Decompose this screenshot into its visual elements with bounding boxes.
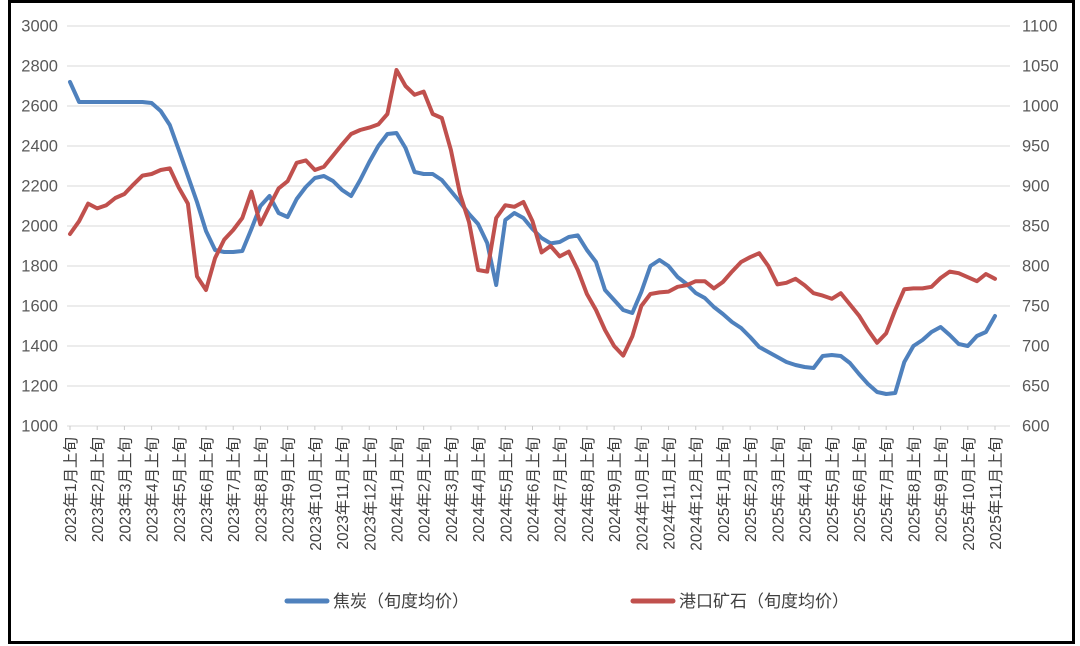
left-axis-tick-label: 1400 xyxy=(21,338,58,356)
left-axis-tick-label: 1000 xyxy=(21,418,58,436)
x-axis-tick-label: 2025年8月上旬 xyxy=(905,437,923,542)
left-axis-tick-label: 2400 xyxy=(21,138,58,156)
x-axis-tick-label: 2025年11月上旬 xyxy=(987,437,1005,550)
right-axis-tick-label: 900 xyxy=(1022,178,1050,196)
x-axis-tick-label: 2024年4月上旬 xyxy=(470,437,488,542)
coke-price-line xyxy=(68,80,997,396)
x-axis-tick-label: 2024年7月上旬 xyxy=(552,437,570,542)
legend-coke-label: 焦炭（旬度均价） xyxy=(333,592,469,611)
right-axis-tick-label: 850 xyxy=(1022,218,1050,236)
left-axis-tick-label: 2600 xyxy=(21,98,58,116)
x-axis-tick-label: 2025年3月上旬 xyxy=(769,437,787,542)
x-axis-tick-label: 2025年9月上旬 xyxy=(933,437,951,542)
x-axis-tick-label: 2024年11月上旬 xyxy=(661,437,679,550)
port-ore-price-line xyxy=(68,68,997,358)
x-axis-tick-label: 2023年1月上旬 xyxy=(62,437,80,542)
x-axis-tick-label: 2023年12月上旬 xyxy=(361,437,379,551)
left-axis-tick-label: 1600 xyxy=(21,298,58,316)
left-axis-tick-label: 2800 xyxy=(21,58,58,76)
x-axis-tick-label: 2025年5月上旬 xyxy=(824,437,842,542)
x-axis-tick-label: 2023年7月上旬 xyxy=(225,437,243,542)
right-axis-tick-label: 1100 xyxy=(1022,18,1057,36)
x-axis-tick-label: 2024年5月上旬 xyxy=(497,437,515,542)
x-axis-tick-label: 2023年10月上旬 xyxy=(307,437,325,551)
x-axis-tick-label: 2024年3月上旬 xyxy=(443,437,461,542)
x-axis-tick-label: 2025年7月上旬 xyxy=(878,437,896,542)
x-axis-tick-label: 2024年2月上旬 xyxy=(416,437,434,542)
x-axis-tick-label: 2025年10月上旬 xyxy=(960,437,978,551)
x-axis-tick-label: 2023年6月上旬 xyxy=(198,437,216,542)
x-axis-tick-label: 2024年9月上旬 xyxy=(606,437,624,542)
x-axis-tick-label: 2024年8月上旬 xyxy=(579,437,597,542)
x-axis-tick-label: 2024年10月上旬 xyxy=(633,437,651,551)
left-axis-tick-label: 1200 xyxy=(21,378,58,396)
left-axis-tick-label: 2200 xyxy=(21,178,58,196)
x-axis-tick-label: 2023年5月上旬 xyxy=(171,437,189,542)
x-axis-tick-label: 2024年1月上旬 xyxy=(388,437,406,542)
x-axis-tick-label: 2023年8月上旬 xyxy=(252,437,270,542)
right-axis-tick-label: 750 xyxy=(1022,298,1050,316)
right-axis-tick-label: 700 xyxy=(1022,338,1050,356)
x-axis-tick-label: 2023年11月上旬 xyxy=(334,437,352,550)
x-axis-tick-label: 2023年9月上旬 xyxy=(280,437,298,542)
x-axis-tick-label: 2025年2月上旬 xyxy=(742,437,760,542)
right-axis-tick-label: 800 xyxy=(1022,258,1050,276)
legend-ore-label: 港口矿石（旬度均价） xyxy=(679,592,849,611)
x-axis-tick-label: 2025年1月上旬 xyxy=(715,437,733,542)
x-axis-tick-label: 2023年3月上旬 xyxy=(116,437,134,542)
right-axis-tick-label: 1000 xyxy=(1022,98,1059,116)
x-axis-tick-label: 2024年6月上旬 xyxy=(525,437,543,542)
right-axis-tick-label: 650 xyxy=(1022,378,1050,396)
x-axis-tick-label: 2024年12月上旬 xyxy=(688,437,706,551)
x-axis-tick-label: 2023年4月上旬 xyxy=(144,437,162,542)
left-axis-tick-label: 3000 xyxy=(21,18,58,36)
left-axis-tick-label: 1800 xyxy=(21,258,58,276)
x-axis-tick-label: 2025年4月上旬 xyxy=(797,437,815,542)
left-axis-tick-label: 2000 xyxy=(21,218,58,236)
chart-border xyxy=(8,0,1075,644)
x-axis-tick-label: 2025年6月上旬 xyxy=(851,437,869,542)
right-axis-tick-label: 600 xyxy=(1022,418,1050,436)
right-axis-tick-label: 950 xyxy=(1022,138,1050,156)
right-axis-tick-label: 1050 xyxy=(1022,58,1059,76)
x-axis-tick-label: 2023年2月上旬 xyxy=(89,437,107,542)
